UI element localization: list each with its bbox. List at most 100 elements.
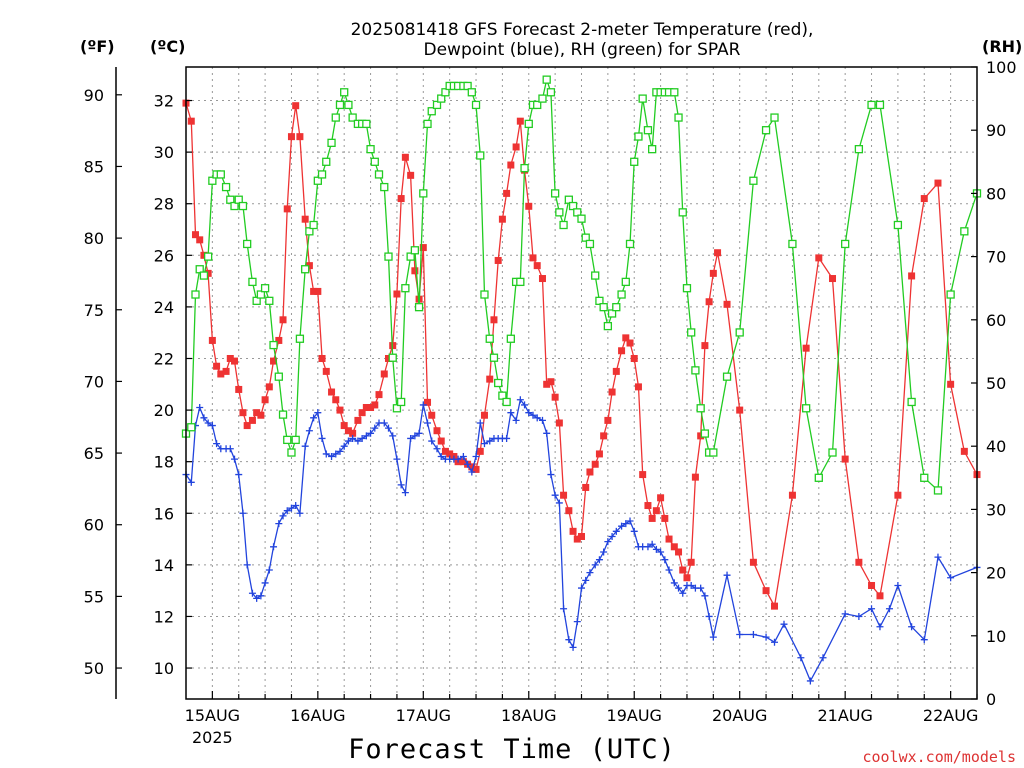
dewpoint-point — [200, 414, 208, 422]
temperature-point — [771, 602, 779, 610]
temperature-point — [894, 491, 902, 499]
temperature-point — [498, 215, 506, 223]
rh-point — [709, 448, 718, 457]
temperature-point — [855, 558, 863, 566]
temperature-point — [239, 409, 247, 417]
temperature-point — [196, 236, 204, 244]
temperature-point — [261, 396, 269, 404]
series-temperature — [182, 99, 981, 610]
rh-point — [595, 296, 604, 305]
rh-point — [678, 208, 687, 217]
temperature-point — [328, 388, 336, 396]
x-tick-label: 21AUG — [817, 706, 872, 725]
temperature-point — [248, 416, 256, 424]
temperature-point — [279, 316, 287, 324]
celsius-tick-label: 28 — [154, 195, 174, 214]
rh-point — [550, 189, 560, 198]
dewpoint-point — [231, 455, 239, 463]
rh-point — [722, 372, 732, 381]
temperature-point — [595, 450, 603, 458]
rh-point — [380, 182, 389, 192]
temperature-point — [578, 532, 585, 540]
rh-point — [841, 239, 850, 249]
dewpoint-point — [560, 605, 568, 613]
x-tick-label: 18AUG — [501, 706, 556, 725]
dewpoint-point — [547, 471, 555, 479]
fahrenheit-tick-label: 85 — [84, 157, 104, 176]
temperature-point — [565, 507, 573, 515]
rh-tick-label: 20 — [986, 564, 1006, 583]
temperature-point — [612, 367, 620, 375]
rh-point — [414, 303, 424, 312]
temperature-point — [336, 406, 344, 414]
dewpoint-point — [538, 416, 546, 424]
rh-tick-label: 100 — [986, 58, 1017, 77]
temperature-point — [490, 316, 498, 324]
dewpoint-point — [679, 589, 687, 597]
dewpoint-point — [657, 548, 665, 556]
rh-tick-label: 10 — [986, 627, 1006, 646]
dewpoint-point — [591, 561, 599, 569]
temperature-point — [665, 535, 673, 543]
x-tick-label: 15AUG — [185, 706, 240, 725]
temperature-point — [622, 334, 630, 342]
temperature-point — [296, 133, 304, 141]
dewpoint-point — [670, 579, 678, 587]
temperature-point — [472, 465, 480, 473]
rh-point — [410, 246, 420, 255]
rh-point — [243, 239, 252, 249]
dewpoint-point — [555, 499, 563, 507]
fahrenheit-tick-label: 90 — [84, 86, 104, 105]
y-axis-celsius-unit: (ºC) — [150, 37, 185, 56]
temperature-point — [305, 262, 313, 270]
temperature-point — [736, 406, 744, 414]
dewpoint-point — [459, 453, 467, 461]
dewpoint-point — [257, 592, 265, 600]
temperature-point — [362, 404, 370, 412]
temperature-point — [275, 336, 283, 344]
temperature-point — [679, 566, 687, 574]
temperature-point — [908, 272, 916, 280]
temperature-point — [512, 143, 520, 151]
rh-point — [494, 378, 503, 388]
temperature-point — [397, 195, 405, 203]
dewpoint-point — [393, 455, 401, 463]
rh-point — [634, 132, 643, 141]
dewpoint-point — [239, 509, 247, 517]
rh-point — [585, 239, 595, 249]
rh-point — [555, 208, 564, 217]
dewpoint-point — [287, 504, 295, 512]
temperature-point — [947, 380, 955, 388]
dewpoint-point — [934, 553, 942, 561]
temperature-point — [749, 558, 757, 566]
rh-point — [682, 284, 692, 293]
rh-point — [907, 397, 916, 407]
dewpoint-point — [604, 538, 612, 546]
rh-point — [599, 303, 608, 312]
dewpoint-point — [354, 437, 362, 445]
dewpoint-point — [384, 424, 392, 432]
x-tick-label: 19AUG — [607, 706, 662, 725]
rh-point — [287, 448, 296, 457]
dewpoint-point — [709, 633, 717, 641]
dewpoint-point — [569, 643, 577, 651]
rh-point — [546, 88, 556, 97]
dewpoint-point — [305, 427, 313, 435]
rh-point — [801, 404, 811, 413]
dewpoint-point — [701, 592, 709, 600]
dewpoint-point — [358, 434, 366, 442]
rh-point — [265, 296, 274, 305]
temperature-point — [253, 409, 261, 417]
dewpoint-point — [551, 491, 559, 499]
temperature-point — [480, 411, 488, 419]
rh-point — [761, 126, 771, 135]
rh-point — [542, 75, 551, 84]
temperature-point — [701, 342, 709, 350]
dewpoint-point — [908, 623, 916, 631]
temperature-point — [600, 432, 608, 440]
temperature-point — [555, 419, 563, 427]
temperature-point — [213, 362, 221, 370]
dewpoint-point — [340, 442, 348, 450]
temperature-point — [630, 354, 638, 362]
series-rh — [181, 75, 982, 495]
